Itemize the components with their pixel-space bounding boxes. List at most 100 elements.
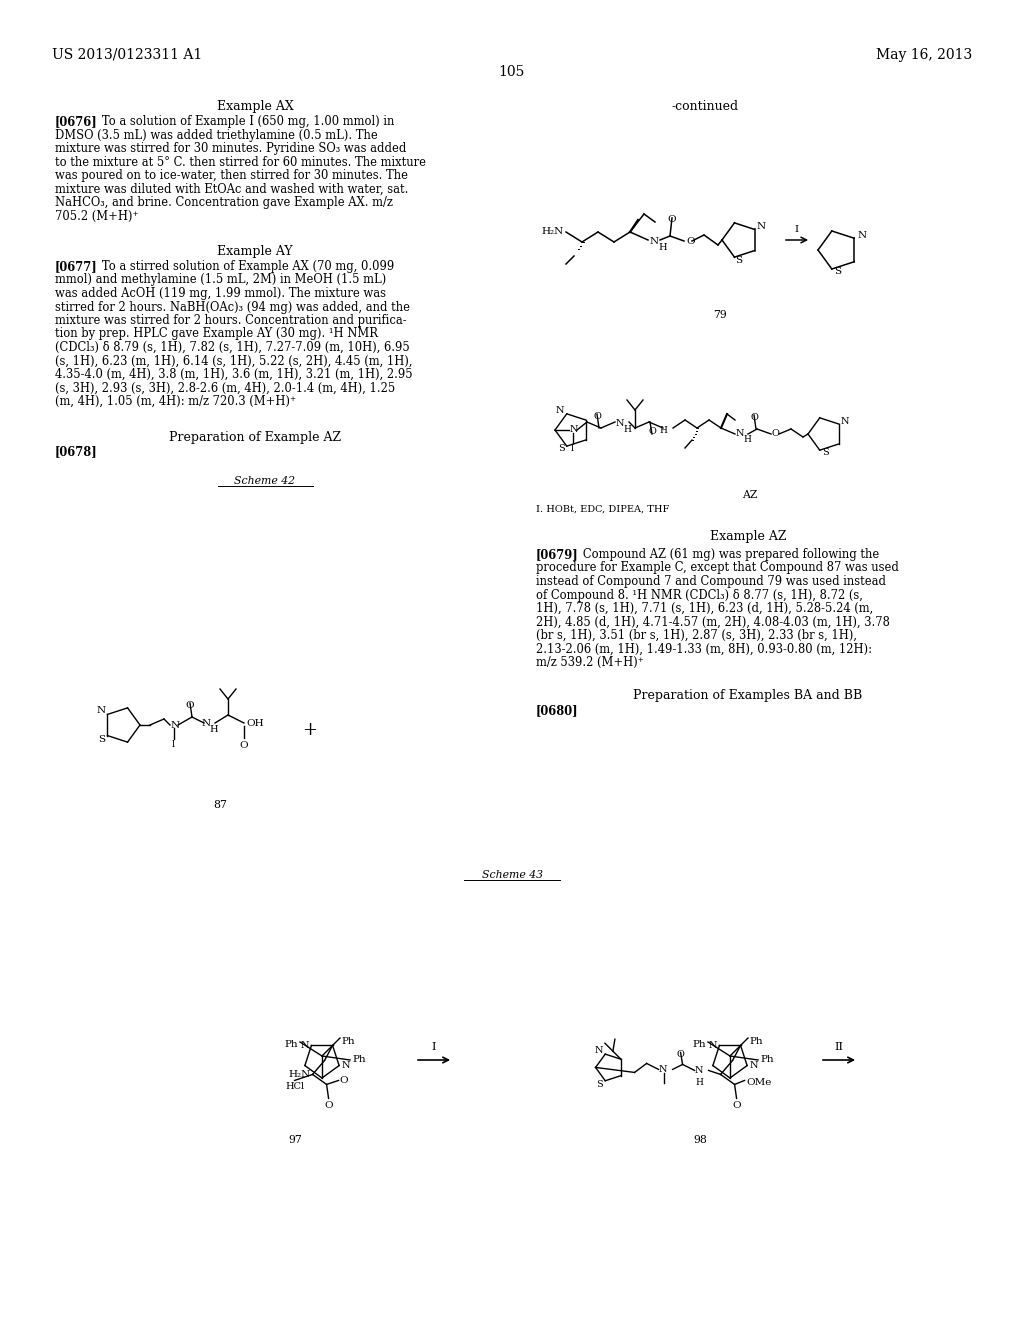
- Text: O: O: [325, 1101, 333, 1110]
- Text: N: N: [857, 231, 866, 240]
- Text: l: l: [570, 444, 573, 453]
- Text: m/z 539.2 (M+H)⁺: m/z 539.2 (M+H)⁺: [536, 656, 644, 669]
- Text: [0676]: [0676]: [55, 115, 97, 128]
- Text: S: S: [98, 735, 105, 743]
- Text: 87: 87: [213, 800, 227, 810]
- Text: instead of Compound 7 and Compound 79 was used instead: instead of Compound 7 and Compound 79 wa…: [536, 576, 886, 587]
- Text: O: O: [686, 236, 694, 246]
- Text: O: O: [240, 741, 248, 750]
- Text: procedure for Example C, except that Compound 87 was used: procedure for Example C, except that Com…: [536, 561, 899, 574]
- Text: +: +: [302, 721, 317, 739]
- Text: NaHCO₃, and brine. Concentration gave Example AX. m/z: NaHCO₃, and brine. Concentration gave Ex…: [55, 195, 393, 209]
- Text: H: H: [695, 1078, 703, 1088]
- Text: N: N: [736, 429, 744, 438]
- Text: [0677]: [0677]: [55, 260, 97, 273]
- Text: S: S: [597, 1080, 603, 1089]
- Text: H: H: [743, 436, 751, 445]
- Text: was added AcOH (119 mg, 1.99 mmol). The mixture was: was added AcOH (119 mg, 1.99 mmol). The …: [55, 286, 386, 300]
- Text: O: O: [593, 412, 601, 421]
- Text: O: O: [677, 1051, 684, 1060]
- Text: mixture was diluted with EtOAc and washed with water, sat.: mixture was diluted with EtOAc and washe…: [55, 182, 409, 195]
- Text: Ph: Ph: [285, 1040, 298, 1049]
- Text: Ph: Ph: [341, 1038, 354, 1045]
- Text: O: O: [340, 1076, 348, 1085]
- Text: O: O: [648, 426, 656, 436]
- Text: I: I: [432, 1041, 436, 1052]
- Text: N: N: [658, 1065, 667, 1074]
- Text: Scheme 43: Scheme 43: [481, 870, 543, 880]
- Text: 98: 98: [693, 1135, 707, 1144]
- Text: H₂N: H₂N: [289, 1071, 310, 1078]
- Text: OMe: OMe: [746, 1078, 772, 1086]
- Text: Preparation of Examples BA and BB: Preparation of Examples BA and BB: [634, 689, 862, 702]
- Text: stirred for 2 hours. NaBH(OAc)₃ (94 mg) was added, and the: stirred for 2 hours. NaBH(OAc)₃ (94 mg) …: [55, 301, 410, 314]
- Text: N: N: [171, 721, 180, 730]
- Text: O: O: [750, 413, 758, 422]
- Text: O: O: [668, 215, 676, 224]
- Text: Preparation of Example AZ: Preparation of Example AZ: [169, 430, 341, 444]
- Text: To a stirred solution of Example AX (70 mg, 0.099: To a stirred solution of Example AX (70 …: [91, 260, 394, 273]
- Text: N: N: [555, 405, 564, 414]
- Text: To a solution of Example I (650 mg, 1.00 mmol) in: To a solution of Example I (650 mg, 1.00…: [91, 115, 394, 128]
- Text: [0680]: [0680]: [536, 705, 579, 718]
- Text: was poured on to ice-water, then stirred for 30 minutes. The: was poured on to ice-water, then stirred…: [55, 169, 408, 182]
- Text: (br s, 1H), 3.51 (br s, 1H), 2.87 (s, 3H), 2.33 (br s, 1H),: (br s, 1H), 3.51 (br s, 1H), 2.87 (s, 3H…: [536, 630, 857, 642]
- Text: 79: 79: [713, 310, 727, 319]
- Text: N: N: [694, 1067, 702, 1074]
- Text: (s, 3H), 2.93 (s, 3H), 2.8-2.6 (m, 4H), 2.0-1.4 (m, 4H), 1.25: (s, 3H), 2.93 (s, 3H), 2.8-2.6 (m, 4H), …: [55, 381, 395, 395]
- Text: US 2013/0123311 A1: US 2013/0123311 A1: [52, 48, 203, 62]
- Text: 2H), 4.85 (d, 1H), 4.71-4.57 (m, 2H), 4.08-4.03 (m, 1H), 3.78: 2H), 4.85 (d, 1H), 4.71-4.57 (m, 2H), 4.…: [536, 615, 890, 628]
- Text: 1H), 7.78 (s, 1H), 7.71 (s, 1H), 6.23 (d, 1H), 5.28-5.24 (m,: 1H), 7.78 (s, 1H), 7.71 (s, 1H), 6.23 (d…: [536, 602, 873, 615]
- Text: N: N: [709, 1041, 718, 1049]
- Text: N: N: [595, 1047, 603, 1055]
- Text: DMSO (3.5 mL) was added triethylamine (0.5 mL). The: DMSO (3.5 mL) was added triethylamine (0…: [55, 128, 378, 141]
- Text: 2.13-2.06 (m, 1H), 1.49-1.33 (m, 8H), 0.93-0.80 (m, 12H):: 2.13-2.06 (m, 1H), 1.49-1.33 (m, 8H), 0.…: [536, 643, 872, 656]
- Text: tion by prep. HPLC gave Example AY (30 mg). ¹H NMR: tion by prep. HPLC gave Example AY (30 m…: [55, 327, 378, 341]
- Text: H: H: [210, 725, 218, 734]
- Text: Example AY: Example AY: [217, 246, 293, 257]
- Text: H₂N: H₂N: [542, 227, 564, 236]
- Text: to the mixture at 5° C. then stirred for 60 minutes. The mixture: to the mixture at 5° C. then stirred for…: [55, 156, 426, 169]
- Text: AZ: AZ: [742, 490, 758, 500]
- Text: -continued: -continued: [672, 100, 739, 114]
- Text: N: N: [616, 420, 625, 429]
- Text: N: N: [650, 238, 659, 247]
- Text: N: N: [202, 718, 211, 727]
- Text: Compound AZ (61 mg) was prepared following the: Compound AZ (61 mg) was prepared followi…: [572, 548, 880, 561]
- Text: (m, 4H), 1.05 (m, 4H): m/z 720.3 (M+H)⁺: (m, 4H), 1.05 (m, 4H): m/z 720.3 (M+H)⁺: [55, 395, 296, 408]
- Text: HCl: HCl: [285, 1082, 304, 1092]
- Text: N: N: [96, 706, 105, 715]
- Text: of Compound 8. ¹H NMR (CDCl₃) δ 8.77 (s, 1H), 8.72 (s,: of Compound 8. ¹H NMR (CDCl₃) δ 8.77 (s,…: [536, 589, 863, 602]
- Text: S: S: [821, 449, 828, 457]
- Text: Ph: Ph: [749, 1038, 763, 1045]
- Text: H: H: [659, 426, 667, 436]
- Text: Example AZ: Example AZ: [710, 531, 786, 543]
- Text: (CDCl₃) δ 8.79 (s, 1H), 7.82 (s, 1H), 7.27-7.09 (m, 10H), 6.95: (CDCl₃) δ 8.79 (s, 1H), 7.82 (s, 1H), 7.…: [55, 341, 410, 354]
- Text: 105: 105: [499, 65, 525, 79]
- Text: [0679]: [0679]: [536, 548, 579, 561]
- Text: N: N: [341, 1061, 349, 1071]
- Text: 705.2 (M+H)⁺: 705.2 (M+H)⁺: [55, 210, 138, 223]
- Text: Scheme 42: Scheme 42: [234, 475, 296, 486]
- Text: S: S: [558, 444, 565, 453]
- Text: S: S: [834, 267, 841, 276]
- Text: I: I: [795, 226, 799, 235]
- Text: Ph: Ph: [760, 1056, 773, 1064]
- Text: Example AX: Example AX: [217, 100, 293, 114]
- Text: Ph: Ph: [692, 1040, 706, 1049]
- Text: N: N: [750, 1061, 758, 1071]
- Text: 4.35-4.0 (m, 4H), 3.8 (m, 1H), 3.6 (m, 1H), 3.21 (m, 1H), 2.95: 4.35-4.0 (m, 4H), 3.8 (m, 1H), 3.6 (m, 1…: [55, 368, 413, 381]
- Text: H: H: [623, 425, 631, 434]
- Text: Ph: Ph: [352, 1056, 366, 1064]
- Text: N: N: [841, 417, 849, 426]
- Text: II: II: [835, 1041, 844, 1052]
- Text: [0678]: [0678]: [55, 446, 97, 458]
- Text: OH: OH: [246, 718, 263, 727]
- Text: May 16, 2013: May 16, 2013: [876, 48, 972, 62]
- Text: O: O: [772, 429, 780, 438]
- Text: (s, 1H), 6.23 (m, 1H), 6.14 (s, 1H), 5.22 (s, 2H), 4.45 (m, 1H),: (s, 1H), 6.23 (m, 1H), 6.14 (s, 1H), 5.2…: [55, 355, 413, 367]
- Text: N: N: [570, 425, 579, 434]
- Text: O: O: [732, 1101, 741, 1110]
- Text: 97: 97: [288, 1135, 302, 1144]
- Text: N: N: [757, 222, 766, 231]
